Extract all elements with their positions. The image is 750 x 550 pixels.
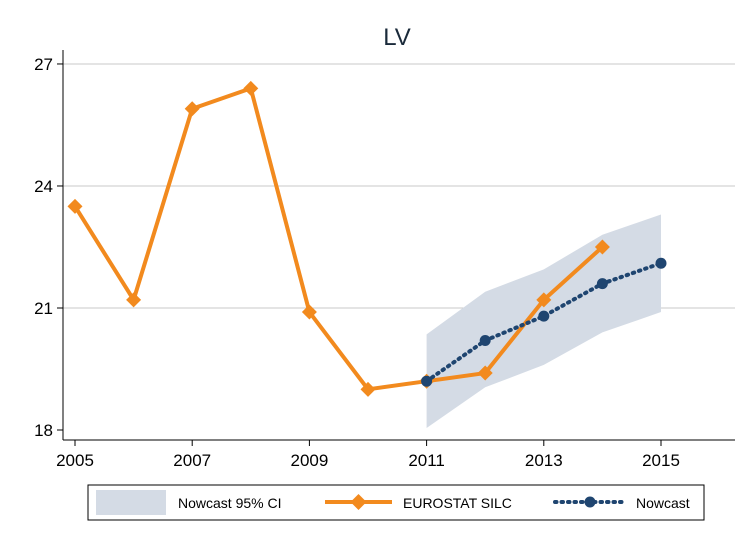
x-tick-label-2013: 2013 (525, 451, 563, 470)
data-point-eurostat-silc-2005 (67, 198, 83, 214)
legend-swatch-nowcast-marker (584, 496, 596, 508)
y-tick-label-21: 21 (34, 299, 53, 318)
legend-label-silc: EUROSTAT SILC (403, 495, 512, 511)
legend-label-nowcast: Nowcast (636, 495, 690, 511)
data-point-nowcast-2012 (479, 335, 491, 347)
legend-swatch-band (96, 490, 166, 515)
x-tick-label-2005: 2005 (56, 451, 94, 470)
data-point-nowcast-2011 (421, 375, 433, 387)
data-point-eurostat-silc-2008 (243, 80, 259, 96)
y-tick-label-18: 18 (34, 421, 53, 440)
data-point-nowcast-2015 (655, 257, 667, 269)
series (67, 80, 667, 397)
data-point-eurostat-silc-2010 (360, 381, 376, 397)
data-point-nowcast-2013 (538, 310, 550, 322)
axes: 18 21 24 27 2005 2007 2009 2011 2013 2015 (34, 50, 735, 470)
legend: Nowcast 95% CI EUROSTAT SILC Nowcast (87, 484, 705, 521)
x-tick-label-2011: 2011 (408, 451, 445, 470)
y-tick-label-27: 27 (34, 55, 53, 74)
y-tick-label-24: 24 (34, 177, 53, 196)
data-point-eurostat-silc-2009 (301, 304, 317, 320)
x-tick-label-2015: 2015 (642, 451, 680, 470)
x-tick-label-2009: 2009 (290, 451, 328, 470)
data-point-eurostat-silc-2013 (536, 292, 552, 308)
data-point-eurostat-silc-2007 (184, 101, 200, 117)
data-point-eurostat-silc-2012 (477, 365, 493, 381)
data-point-eurostat-silc-2014 (594, 239, 610, 255)
data-point-nowcast-2014 (596, 278, 608, 290)
series-line-eurostat-silc (73, 86, 604, 392)
legend-swatch-silc-marker (350, 494, 367, 510)
data-point-eurostat-silc-2006 (126, 292, 142, 308)
legend-label-band: Nowcast 95% CI (178, 495, 281, 511)
x-tick-label-2007: 2007 (173, 451, 211, 470)
chart-title: LV (383, 24, 411, 51)
